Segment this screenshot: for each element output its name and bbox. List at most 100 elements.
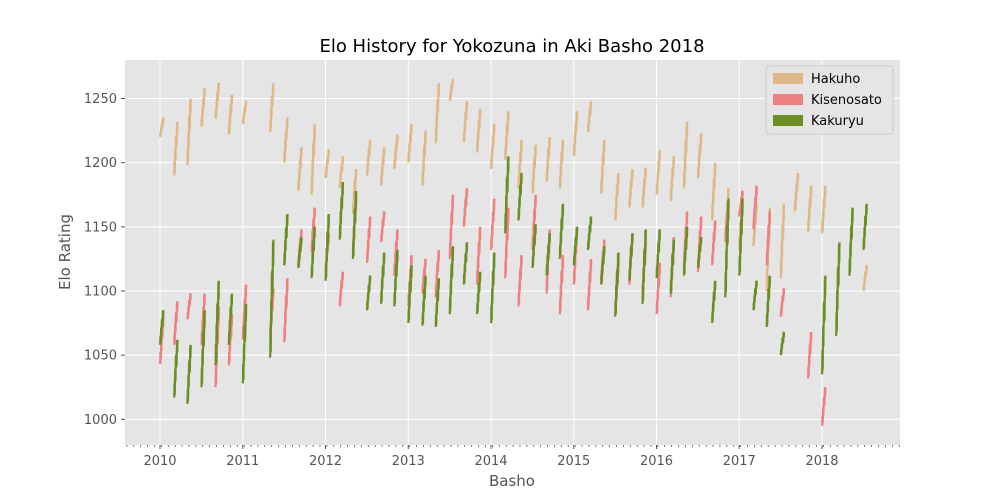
basho-segment [462, 100, 469, 143]
basho-segment [407, 265, 413, 324]
basho-segment [503, 111, 510, 161]
basho-segment [268, 239, 275, 358]
basho-segment [752, 185, 758, 230]
series-kakuryu [158, 156, 868, 405]
x-tick-label: 2012 [309, 454, 342, 469]
basho-segment [241, 284, 248, 340]
basho-segment [599, 245, 606, 285]
basho-segment [434, 249, 441, 298]
basho-segment [765, 275, 772, 328]
basho-segment [655, 262, 661, 315]
basho-segment [641, 229, 647, 304]
x-tick-label: 2011 [226, 454, 259, 469]
basho-segment [365, 216, 372, 263]
basho-segment [793, 172, 800, 212]
legend: Hakuho Kisenosato Kakuryu [765, 65, 894, 135]
basho-segment [655, 149, 661, 195]
basho-segment [214, 280, 220, 366]
basho-segment [765, 211, 772, 266]
basho-segment [862, 264, 868, 292]
basho-segment [779, 331, 786, 356]
basho-segment [448, 194, 455, 260]
basho-segment [434, 83, 441, 144]
basho-segment [710, 162, 717, 221]
basho-segment [641, 167, 647, 208]
basho-segment [806, 185, 813, 233]
basho-segment [531, 224, 537, 269]
basho-segment [365, 275, 372, 311]
basho-segment [489, 124, 496, 170]
basho-segment [200, 310, 206, 388]
basho-segment [158, 117, 165, 138]
basho-segment [365, 139, 372, 176]
basho-segment [655, 229, 661, 279]
basho-segment [186, 98, 192, 166]
basho-segment [710, 220, 717, 266]
basho-segment [324, 149, 330, 179]
basho-segment [338, 181, 345, 240]
basho-segment [462, 242, 469, 285]
basho-segment [241, 303, 248, 384]
basho-segment [517, 172, 523, 221]
basho-segment [421, 258, 427, 294]
legend-swatch [773, 94, 803, 105]
basho-segment [186, 293, 192, 320]
y-tick-label: 1250 [84, 92, 117, 107]
basho-segment [393, 134, 399, 170]
x-tick-label: 2014 [474, 454, 507, 469]
y-tick-label: 1050 [84, 349, 117, 364]
basho-segment [628, 233, 634, 281]
basho-segment [724, 198, 730, 298]
basho-segment [834, 242, 841, 337]
basho-segment [558, 139, 565, 189]
basho-segment [297, 147, 303, 192]
basho-segment [407, 123, 413, 163]
basho-segment [572, 111, 579, 157]
basho-segment [158, 309, 165, 346]
basho-segment [545, 136, 551, 183]
basho-segment [586, 216, 593, 251]
x-tick-label: 2010 [143, 454, 176, 469]
x-axis-ticks: 2010 2011 2012 2013 2014 2015 2016 2017 2018 [126, 445, 900, 469]
basho-segment [200, 293, 206, 346]
basho-segment [186, 344, 192, 405]
legend-swatch [773, 73, 803, 84]
basho-segment [475, 271, 482, 315]
basho-segment [227, 94, 234, 135]
basho-segment [379, 147, 386, 186]
basho-segment [172, 121, 179, 176]
x-tick-label: 2013 [392, 454, 425, 469]
y-tick-label: 1150 [84, 220, 117, 235]
x-tick-label: 2017 [723, 454, 756, 469]
basho-segment [462, 188, 469, 228]
basho-segment [475, 108, 482, 153]
y-tick-label: 1000 [84, 413, 117, 428]
basho-segment [806, 332, 813, 379]
basho-segment [421, 275, 427, 326]
x-tick-label: 2015 [557, 454, 590, 469]
basho-segment [738, 198, 744, 276]
basho-segment [669, 156, 676, 202]
basho-segment [448, 78, 455, 102]
basho-segment [572, 226, 579, 266]
basho-segment [283, 117, 289, 163]
basho-segment [752, 280, 758, 311]
basho-segment [738, 190, 744, 217]
basho-segment [820, 185, 827, 234]
y-tick-label: 1100 [84, 285, 117, 300]
y-axis-ticks: 1000 1050 1100 1150 1200 1250 [84, 92, 125, 428]
basho-segment [862, 203, 868, 251]
basho-segment [268, 83, 275, 133]
basho-segment [351, 190, 358, 260]
basho-segment [338, 155, 345, 189]
basho-segment [172, 339, 179, 398]
y-axis-label: Elo Rating [56, 214, 74, 290]
y-tick-label: 1200 [84, 156, 117, 171]
legend-label: Hakuho [811, 72, 860, 87]
basho-segment [545, 233, 551, 276]
basho-segment [338, 271, 345, 307]
basho-segment [586, 100, 593, 133]
basho-segment [489, 252, 496, 324]
basho-segment [434, 278, 441, 328]
